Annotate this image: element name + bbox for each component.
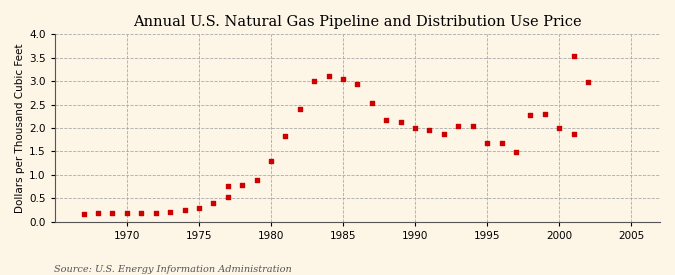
Point bbox=[367, 101, 377, 105]
Point bbox=[294, 107, 305, 111]
Text: Source: U.S. Energy Information Administration: Source: U.S. Energy Information Administ… bbox=[54, 265, 292, 274]
Point bbox=[539, 112, 550, 116]
Point bbox=[179, 208, 190, 213]
Point bbox=[568, 54, 579, 58]
Point bbox=[338, 77, 348, 81]
Title: Annual U.S. Natural Gas Pipeline and Distribution Use Price: Annual U.S. Natural Gas Pipeline and Dis… bbox=[133, 15, 582, 29]
Point bbox=[583, 79, 593, 84]
Point bbox=[510, 150, 521, 154]
Point bbox=[554, 126, 564, 130]
Point bbox=[453, 123, 464, 128]
Point bbox=[496, 141, 507, 145]
Point bbox=[467, 123, 478, 128]
Point bbox=[396, 120, 406, 125]
Y-axis label: Dollars per Thousand Cubic Feet: Dollars per Thousand Cubic Feet bbox=[15, 43, 25, 213]
Point bbox=[92, 211, 103, 216]
Point bbox=[194, 205, 205, 210]
Point bbox=[482, 141, 493, 145]
Point bbox=[410, 126, 421, 130]
Point bbox=[265, 159, 276, 163]
Point bbox=[280, 133, 291, 138]
Point bbox=[525, 113, 536, 118]
Point bbox=[251, 177, 262, 182]
Point bbox=[151, 211, 161, 215]
Point bbox=[424, 128, 435, 133]
Point bbox=[78, 211, 89, 216]
Point bbox=[122, 211, 132, 216]
Point bbox=[381, 118, 392, 122]
Point bbox=[208, 201, 219, 205]
Point bbox=[323, 73, 334, 78]
Point bbox=[107, 211, 118, 216]
Point bbox=[136, 211, 146, 216]
Point bbox=[222, 195, 233, 200]
Point bbox=[165, 210, 176, 214]
Point bbox=[439, 131, 450, 136]
Point bbox=[222, 183, 233, 188]
Point bbox=[568, 131, 579, 136]
Point bbox=[352, 81, 362, 86]
Point bbox=[237, 183, 248, 187]
Point bbox=[308, 79, 319, 83]
